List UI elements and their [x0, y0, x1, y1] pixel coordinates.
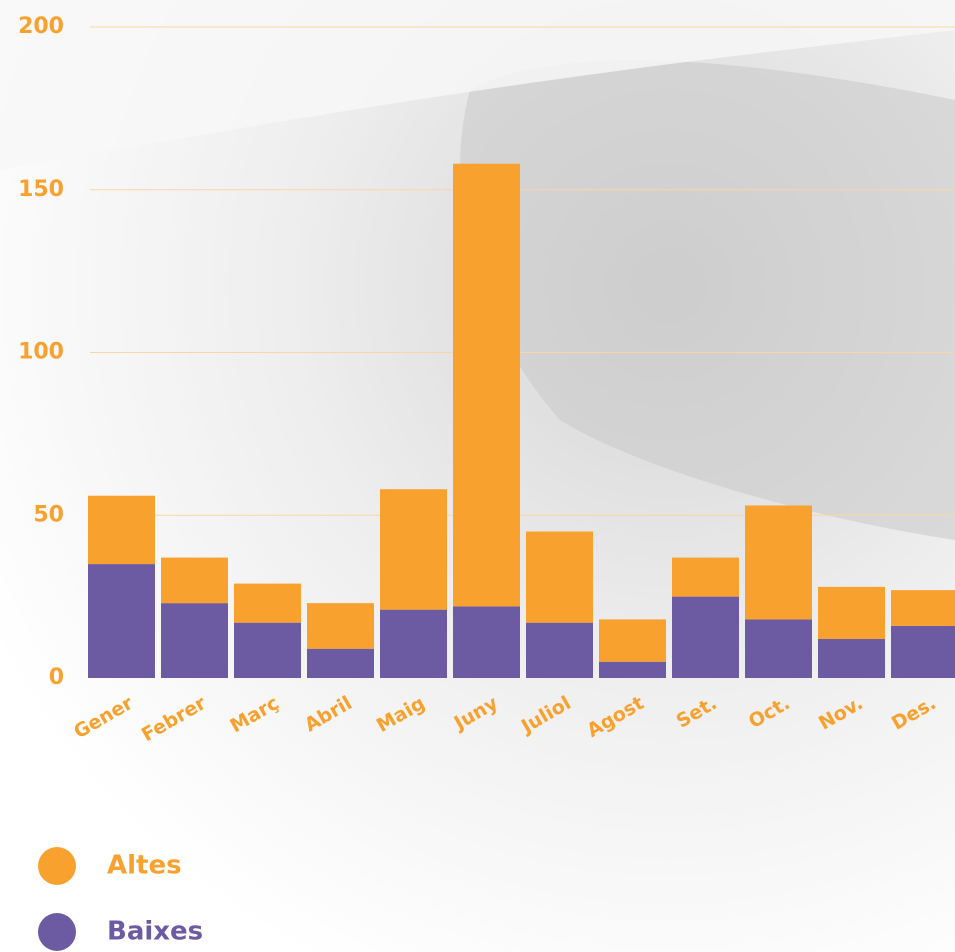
legend-swatch: [38, 913, 76, 951]
y-tick-label: 100: [18, 340, 64, 365]
bar-segment: [891, 590, 955, 626]
bar-segment: [818, 638, 885, 678]
bar-segment: [672, 557, 739, 597]
bar-segment: [234, 583, 301, 623]
y-tick-label: 150: [18, 177, 64, 202]
bar-segment: [453, 606, 520, 678]
bar-segment: [599, 619, 666, 662]
background-photo: [460, 60, 955, 540]
bar-segment: [88, 495, 155, 565]
bar-segment: [745, 505, 812, 620]
legend-label: Baixes: [107, 917, 203, 947]
legend-swatch: [38, 847, 76, 885]
bar-segment: [891, 625, 955, 678]
bar-segment: [161, 603, 228, 678]
bar-segment: [818, 586, 885, 639]
bar-segment: [380, 609, 447, 678]
y-tick-label: 0: [49, 665, 64, 690]
bar-segment: [307, 603, 374, 649]
bar-segment: [88, 564, 155, 678]
bar-segment: [526, 531, 593, 623]
legend-label: Altes: [107, 851, 182, 881]
bar-segment: [526, 622, 593, 678]
bar-segment: [745, 619, 812, 678]
bar-segment: [234, 622, 301, 678]
bar-segment: [672, 596, 739, 678]
bar-segment: [380, 489, 447, 610]
bar-segment: [453, 163, 520, 607]
y-tick-label: 50: [33, 502, 64, 527]
bar-segment: [599, 661, 666, 678]
bar-segment: [161, 557, 228, 604]
y-tick-label: 200: [18, 14, 64, 39]
bar-segment: [307, 648, 374, 678]
background-photo: [0, 0, 955, 170]
